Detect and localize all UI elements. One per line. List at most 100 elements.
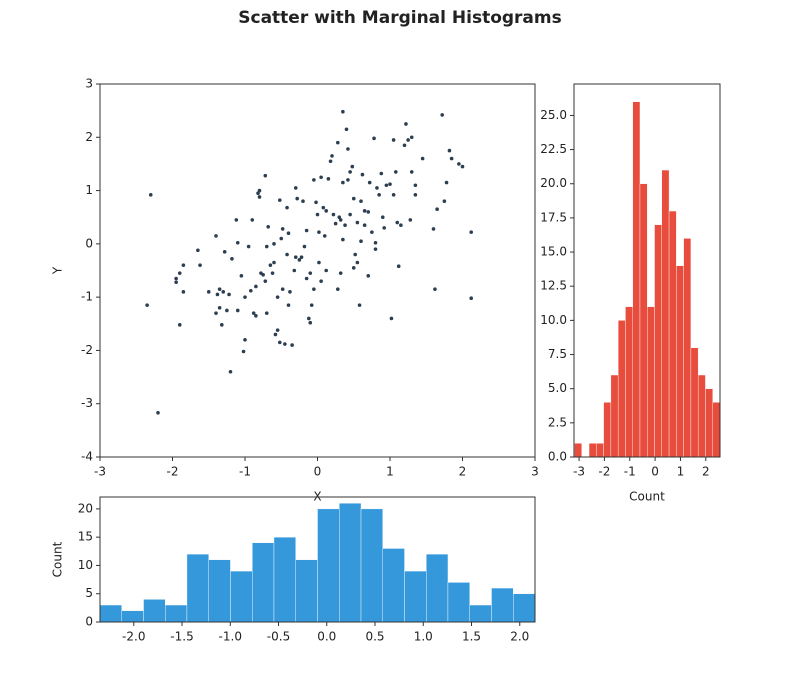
x-tick-label: 0.5 [365,630,384,644]
scatter-point [333,221,338,226]
scatter-point [324,268,329,273]
scatter-point [330,154,334,158]
histogram-bar [99,604,122,623]
histogram-bar [617,320,626,458]
scatter-point [331,212,336,217]
scatter-point [302,244,307,249]
scatter-point [280,287,285,291]
histogram-bar [712,402,721,458]
histogram-bar [165,604,188,623]
scatter-point [367,180,372,185]
x-tick-label: 0 [314,465,322,479]
scatter-point [293,186,298,190]
scatter-point [409,135,414,140]
scatter-point [433,287,437,291]
histogram-bar [382,548,405,623]
scatter-point [341,237,345,242]
scatter-point [221,290,226,294]
scatter-point [372,136,376,141]
scatter-point [275,295,280,299]
y-tick-label: 20.0 [540,176,567,190]
chart-title: Scatter with Marginal Histograms [238,8,561,28]
scatter-point [312,287,316,291]
scatter-point [228,369,233,374]
scatter-point [351,196,356,201]
scatter-point [373,247,378,251]
scatter-point [440,113,445,117]
scatter-point [319,175,323,180]
histogram-bar [647,306,655,458]
scatter-point [288,290,292,294]
histogram-bar [143,599,166,623]
scatter-point [308,320,313,325]
scatter-point [435,207,439,212]
x-tick-label: 0 [651,465,659,479]
scatter-point [239,274,244,278]
histogram-bar [295,559,318,623]
x-tick-label: -3 [573,465,585,479]
scatter-point [174,280,178,285]
x-tick-label: 1.5 [462,630,481,644]
x-tick-label: -3 [94,465,106,479]
y-tick-label: 10 [78,558,93,572]
scatter-point [256,191,260,196]
scatter-point [449,156,454,161]
histogram-bar [339,503,362,623]
scatter-point [341,180,345,185]
scatter-point [370,230,374,234]
scatter-point [362,223,367,228]
scatter-point [263,279,268,283]
x-tick-label: -1.0 [219,630,242,644]
scatter-point [235,240,240,245]
scatter-point [230,256,234,261]
axes-frame [99,496,536,623]
scatter-point [225,308,229,313]
scatter-point [241,349,246,354]
scatter-point [217,306,222,310]
scatter-point [328,159,333,164]
scatter-point [395,220,400,225]
x-tick-label: -0.5 [267,630,290,644]
scatter-point [391,138,396,142]
y-tick-label: 12.5 [540,279,567,293]
scatter-point [304,276,309,281]
scatter-point [177,271,182,275]
scatter-point [283,342,287,346]
scatter-point [343,223,347,228]
y-axis-label: Count [51,541,65,577]
histogram-bar [317,508,340,623]
x-tick-label: -1 [624,465,636,479]
scatter-point [344,127,349,132]
scatter-point [341,109,345,114]
scatter-point [336,140,340,145]
scatter-point [317,260,321,265]
y-tick-label: 20 [78,501,93,515]
scatter-point [292,268,297,273]
scatter-point [148,193,153,197]
x-tick-label: -1 [239,465,251,479]
x-tick-label: 2.0 [510,630,529,644]
y-tick-label: 17.5 [540,210,567,224]
x-tick-label: -2 [598,465,610,479]
scatter-point [250,218,255,222]
scatter-point [377,193,381,197]
histogram-bar [426,553,449,623]
scatter-point [243,295,247,299]
histogram-bar [208,559,231,623]
scatter-point [355,220,360,225]
y-tick-label: 5.0 [548,381,567,395]
scatter-point [322,234,327,238]
scatter-point [384,183,389,188]
histogram-bar [683,238,692,458]
scatter-point [280,227,285,231]
scatter-point [264,244,269,249]
scatter-point [215,292,220,297]
scatter-point [181,263,186,267]
y-tick-label: -2 [81,343,93,357]
x-axis-label: Count [629,490,665,504]
scatter-point [285,205,289,210]
scatter-point [431,227,436,231]
histogram-bar [360,508,383,623]
y-tick-label: 5 [85,586,93,600]
